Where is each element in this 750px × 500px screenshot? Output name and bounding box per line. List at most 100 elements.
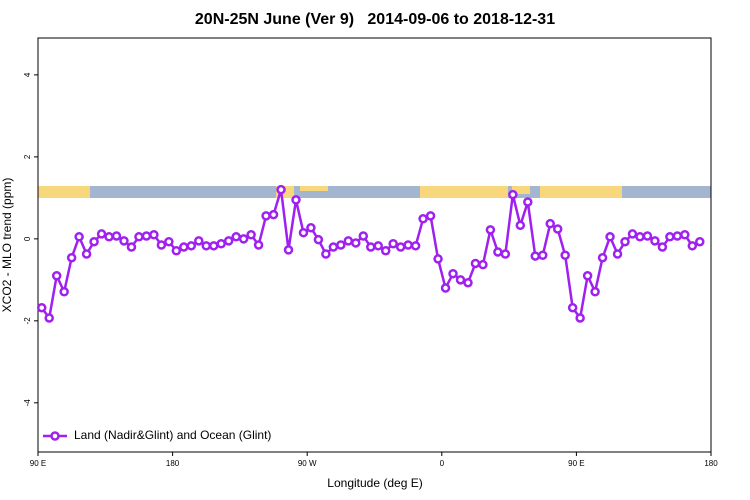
point [575,313,585,323]
point [552,224,563,234]
point [582,270,593,281]
point [306,223,316,233]
point [238,234,249,244]
point [253,240,264,250]
point [560,250,570,260]
y-tick-label: -2 [23,317,32,325]
point [470,258,481,269]
point [440,283,451,293]
point [500,249,511,259]
point [680,230,690,240]
point [96,229,107,239]
point [246,230,256,240]
point [567,302,578,313]
point [380,245,391,256]
legend-label: Land (Nadir&Glint) and Ocean (Glint) [74,428,271,442]
point [89,236,99,247]
point [478,259,488,270]
point [612,249,623,259]
point [605,232,615,242]
point [687,241,698,251]
point [366,242,376,252]
point [104,232,114,242]
point [395,242,406,252]
point [134,232,144,242]
point [179,242,189,252]
point [81,249,92,259]
point [485,225,496,235]
plot-frame [37,37,712,453]
y-tick-label: -4 [23,399,32,407]
point [283,245,294,255]
point [111,231,122,241]
point [695,236,705,247]
x-tick-label: 180 [704,459,718,468]
point [149,230,159,240]
point [36,302,47,313]
x-tick-label: 90 W [298,459,317,468]
point [156,240,167,250]
point [261,211,271,221]
point [410,241,421,251]
chart-title: 20N-25N June (Ver 9) 2014-09-06 to 2018-… [195,11,555,28]
point [216,239,226,249]
point [51,270,62,281]
point [373,241,383,251]
x-tick-label: 0 [440,459,445,468]
point [358,231,369,241]
point [351,238,361,248]
point [448,268,458,279]
point [74,232,84,242]
point [590,286,600,297]
point [650,236,660,246]
point [186,241,197,251]
x-tick-label: 90 E [568,459,584,468]
point [508,189,518,200]
point [418,214,428,224]
point [126,242,137,252]
point [321,249,331,259]
legend-marker [50,431,60,441]
x-tick-label: 90 E [30,459,46,468]
point [403,240,413,250]
x-tick-label: 180 [166,459,180,468]
x-axis-label: Longitude (deg E) [327,476,422,490]
point [194,236,204,246]
point [298,227,309,238]
point [313,234,324,245]
point [523,197,533,207]
point [44,313,54,323]
point [635,232,645,242]
point [66,252,77,263]
point [336,240,346,250]
point [597,252,608,263]
y-axis-label: XCO2 - MLO trend (ppm) [0,178,14,313]
point [328,242,339,252]
point [276,184,286,195]
point [164,236,174,247]
point [642,231,653,241]
point [672,231,683,241]
point [493,247,503,257]
land-strip [38,186,90,198]
point [201,241,211,251]
point [463,277,473,288]
point [268,209,279,220]
y-tick-label: 2 [23,154,32,159]
point [538,250,548,260]
point [291,195,301,205]
point [530,251,541,261]
point [665,232,675,242]
point [433,254,443,264]
y-tick-label: 0 [23,236,32,241]
point [59,286,69,297]
point [119,236,129,246]
point [388,239,398,249]
point [171,245,182,256]
land-strip [540,186,622,198]
y-tick-label: 4 [23,72,32,77]
land-strip [300,186,328,191]
point [425,211,436,221]
point [208,241,219,251]
